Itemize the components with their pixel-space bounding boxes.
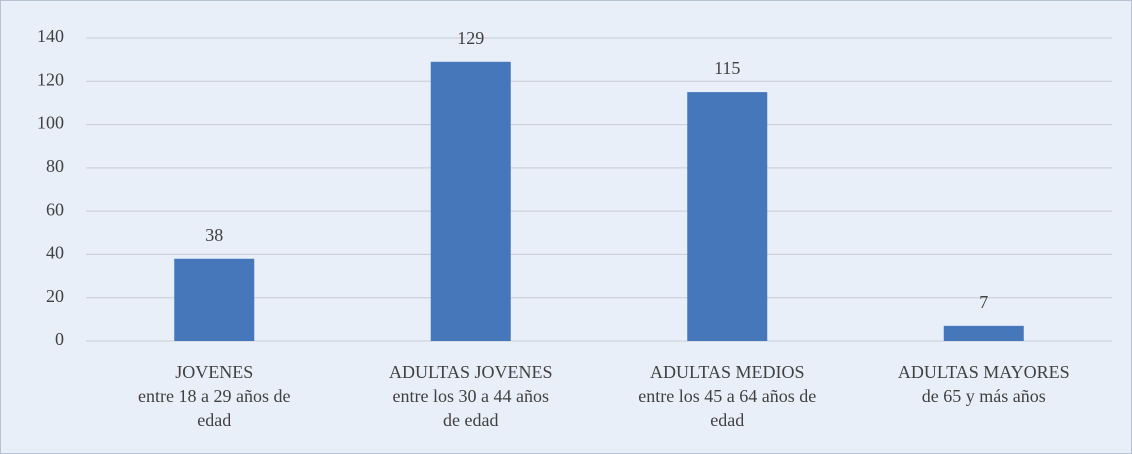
x-tick-label: edad: [197, 410, 231, 430]
data-label: 38: [205, 225, 223, 245]
bar: [943, 325, 1024, 341]
data-label: 115: [714, 58, 740, 78]
x-tick-label: ADULTAS MEDIOS: [650, 362, 804, 382]
y-tick-label: 0: [55, 329, 64, 349]
bar: [430, 61, 511, 342]
data-label: 7: [979, 292, 988, 312]
x-tick-label: edad: [710, 410, 744, 430]
y-tick-label: 120: [37, 69, 64, 89]
x-tick-label: entre 18 a 29 años de: [138, 386, 290, 406]
x-tick-label: entre los 45 a 64 años de: [638, 386, 816, 406]
x-tick-label: de edad: [443, 410, 498, 430]
x-tick-label: entre los 30 a 44 años: [393, 386, 549, 406]
y-tick-label: 100: [37, 113, 64, 133]
x-tick-label: JOVENES: [175, 362, 253, 382]
y-tick-label: 80: [46, 156, 64, 176]
bar: [174, 258, 255, 341]
y-tick-label: 20: [46, 286, 64, 306]
y-tick-label: 60: [46, 199, 64, 219]
x-tick-label: ADULTAS MAYORES: [898, 362, 1070, 382]
data-label: 129: [457, 28, 484, 48]
y-tick-label: 140: [37, 26, 64, 46]
x-tick-label: de 65 y más años: [922, 386, 1046, 406]
x-tick-label: ADULTAS JOVENES: [389, 362, 552, 382]
y-tick-label: 40: [46, 243, 64, 263]
bar: [687, 92, 768, 341]
